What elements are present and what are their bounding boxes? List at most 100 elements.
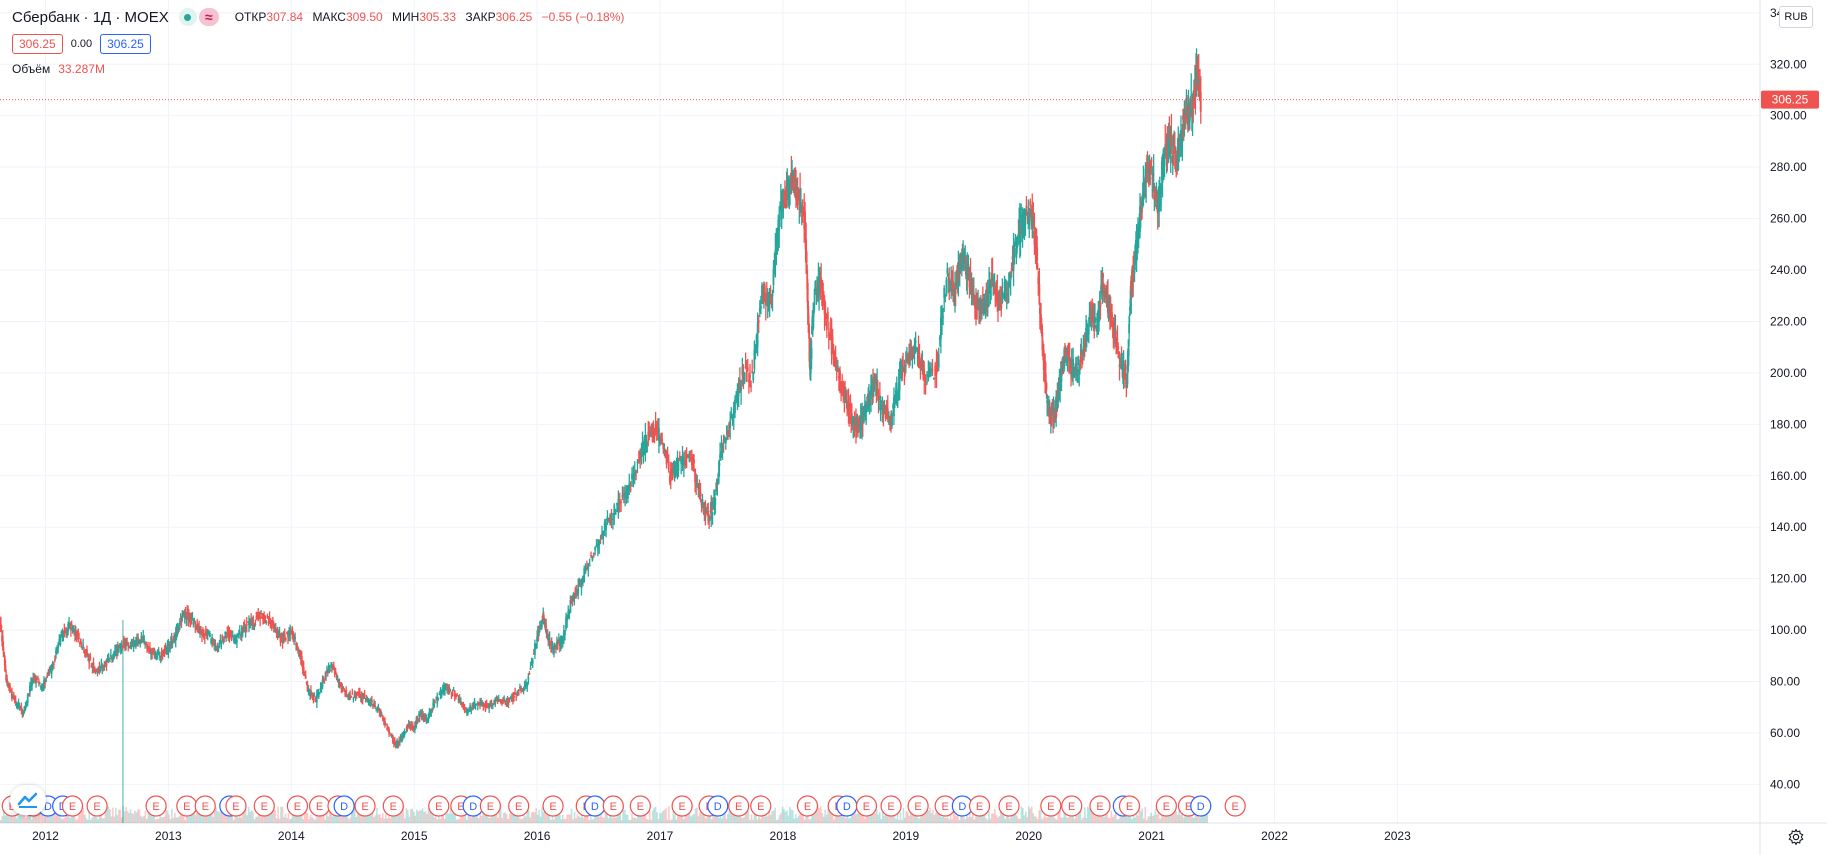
volume-bar <box>982 815 984 823</box>
earnings-marker[interactable]: E <box>880 795 902 817</box>
event-label: E <box>976 801 983 813</box>
price-candle <box>1191 113 1193 117</box>
earnings-marker[interactable]: E <box>855 795 878 817</box>
price-candle <box>250 620 253 624</box>
earnings-marker[interactable]: E <box>671 795 693 817</box>
earnings-marker[interactable]: E <box>934 795 956 817</box>
price-candle <box>339 686 342 688</box>
volume-bar <box>221 807 223 823</box>
volume-bar <box>284 813 287 823</box>
earnings-marker[interactable]: E <box>508 795 530 817</box>
approx-icon[interactable]: ≈ <box>198 8 219 26</box>
dividend-marker[interactable]: D <box>1190 795 1212 817</box>
volume-value: 33.287M <box>58 62 105 76</box>
bid-price[interactable]: 306.25 <box>12 34 63 54</box>
price-candle <box>1006 287 1009 289</box>
volume-bar <box>772 810 775 823</box>
earnings-marker[interactable]: E <box>145 795 167 817</box>
price-candle <box>567 610 570 619</box>
price-candle <box>1051 408 1054 415</box>
earnings-marker[interactable]: E <box>1040 795 1062 817</box>
price-candle <box>288 630 290 636</box>
price-candle <box>710 505 713 514</box>
ask-price[interactable]: 306.25 <box>100 34 151 54</box>
earnings-marker[interactable]: E <box>796 795 819 817</box>
earnings-marker[interactable]: E <box>750 795 772 817</box>
price-candle <box>826 311 829 321</box>
volume-bar <box>613 813 616 823</box>
earnings-marker[interactable]: E <box>253 795 275 817</box>
price-candle <box>513 695 515 698</box>
volume-bar <box>544 807 546 823</box>
price-candle <box>221 635 224 640</box>
volume-bar <box>564 818 567 823</box>
earnings-marker[interactable]: E <box>968 795 991 817</box>
currency-button[interactable]: RUB <box>1779 6 1813 28</box>
price-candle <box>1081 353 1083 358</box>
earnings-marker[interactable]: E <box>542 795 564 817</box>
price-candle <box>564 630 566 636</box>
earnings-marker[interactable]: E <box>86 795 108 817</box>
volume-bar <box>44 815 46 823</box>
price-candle <box>1073 370 1076 372</box>
price-candle <box>71 627 74 631</box>
price-candle <box>659 437 661 440</box>
earnings-marker[interactable]: E <box>728 795 750 817</box>
dividend-marker[interactable]: D <box>584 795 606 817</box>
price-candle <box>1132 261 1135 273</box>
volume-bar <box>1094 815 1096 823</box>
earnings-marker[interactable]: E <box>286 795 309 817</box>
volume-bar <box>548 810 551 823</box>
price-candle <box>647 431 650 442</box>
volume-bar <box>988 811 990 823</box>
price-candle <box>46 675 49 678</box>
price-candle <box>967 263 970 278</box>
settings-gear-icon[interactable] <box>1785 826 1807 848</box>
volume-bar <box>938 811 940 823</box>
price-candle <box>526 682 529 687</box>
earnings-marker[interactable]: E <box>998 795 1020 817</box>
earnings-marker[interactable]: E <box>308 795 331 817</box>
earnings-marker[interactable]: E <box>382 795 404 817</box>
earnings-marker[interactable]: E <box>1061 795 1083 817</box>
earnings-marker[interactable]: E <box>602 795 624 817</box>
earnings-marker[interactable]: E <box>1118 795 1141 817</box>
earnings-marker[interactable]: E <box>629 795 651 817</box>
price-candle <box>208 633 211 638</box>
volume-bar <box>383 818 386 823</box>
earnings-marker[interactable]: E <box>354 795 376 817</box>
price-candle <box>125 643 127 647</box>
volume-bar <box>166 810 169 823</box>
earnings-marker[interactable]: E <box>225 795 247 817</box>
dividend-marker[interactable]: D <box>333 795 355 817</box>
tradingview-logo-icon[interactable] <box>10 785 46 815</box>
volume-bar <box>379 814 381 823</box>
earnings-marker[interactable]: E <box>1155 795 1177 817</box>
volume-bar <box>1194 811 1197 823</box>
volume-bar <box>207 815 210 823</box>
earnings-marker[interactable]: E <box>194 795 216 817</box>
dividend-marker[interactable]: D <box>836 795 858 817</box>
earnings-marker[interactable]: E <box>61 795 84 817</box>
volume-bar <box>2 809 5 823</box>
price-candle <box>1001 289 1004 303</box>
earnings-marker[interactable]: E <box>1089 795 1111 817</box>
price-candle <box>858 424 861 427</box>
volume-label[interactable]: Объём <box>12 62 51 76</box>
price-candle <box>156 650 159 656</box>
dividend-marker[interactable]: D <box>707 795 729 817</box>
earnings-marker[interactable]: E <box>907 795 929 817</box>
price-candle <box>824 302 827 317</box>
volume-bar <box>293 809 296 823</box>
market-status-icon[interactable] <box>178 8 197 26</box>
earnings-marker[interactable]: E <box>479 795 501 817</box>
earnings-marker[interactable]: E <box>428 795 450 817</box>
price-candle <box>968 271 971 288</box>
earnings-marker[interactable]: E <box>176 795 198 817</box>
earnings-marker[interactable]: E <box>1224 795 1246 817</box>
price-candle <box>937 353 940 367</box>
symbol-title[interactable]: Сбербанк · 1Д · MOEX <box>12 8 169 26</box>
price-candle <box>980 299 983 310</box>
